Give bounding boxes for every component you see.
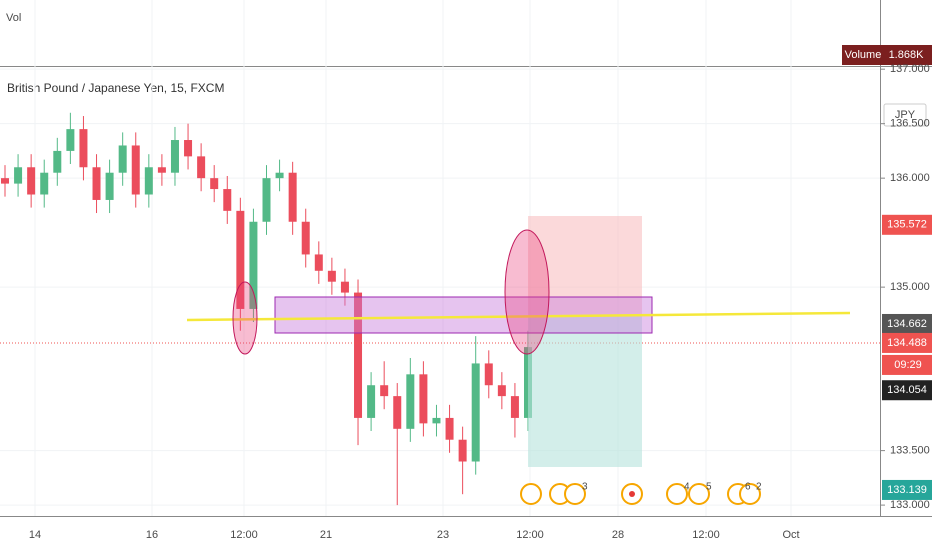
price-tick-label: 133.500 [890,445,930,457]
volume-tag-bg [884,45,932,65]
candle-body [471,363,480,462]
event-flag[interactable] [739,483,761,505]
time-tick-label: 14 [29,529,41,541]
symbol-title: British Pound / Japanese Yen, 15, FXCM [7,81,224,95]
countdown: 09:29 [894,359,922,371]
candle-body [223,189,232,211]
price-tag: 133.139 [887,484,927,496]
candle-body [393,396,402,429]
event-flag[interactable] [520,483,542,505]
price-tag-bg [882,332,932,353]
time-tick-label: 23 [437,529,449,541]
candle-body [458,439,467,462]
event-flag[interactable] [688,483,710,505]
candle-body [288,172,297,222]
volume-tag-name-bg [842,45,884,65]
volume-tag-name: Volume [845,49,882,61]
candle-body [406,374,415,429]
candle-body [197,156,206,179]
candle-body [340,281,349,293]
candle-body [14,167,23,184]
price-tag-bg [882,479,932,500]
time-tick-label: 12:00 [516,529,544,541]
trend-line [186,311,851,322]
candle-body [445,417,454,440]
candle-body [419,374,428,424]
candle-body [210,178,219,190]
volume-tag: 1.868K [889,49,925,61]
time-tick-label: 12:00 [230,529,258,541]
price-tick-label: 136.000 [890,172,930,184]
candle-body [497,385,506,397]
event-count: 4 [684,482,690,493]
candle-body [79,129,88,168]
event-dot [629,491,635,497]
event-flag[interactable] [666,483,688,505]
price-tick-label: 137.000 [890,63,930,75]
candle-body [275,172,284,179]
highlight-ellipse [504,229,550,355]
candle-body [249,221,258,309]
price-tick-label: 136.500 [890,118,930,130]
target-zone [528,316,642,467]
candle-body [184,140,193,157]
highlight-ellipse [232,281,258,355]
candle-body [144,167,153,195]
candle-body [27,167,36,195]
price-tag-bg [882,313,932,334]
event-count: 5 [706,482,712,493]
countdown-bg [882,354,932,375]
price-tag-bg [882,380,932,401]
currency-box [883,103,927,127]
candle-body [262,178,271,222]
candle-body [1,178,9,184]
candle-body [510,396,519,418]
candle-body [314,254,323,271]
candle-body [367,385,376,418]
event-count: 6 [745,482,751,493]
price-tag: 135.572 [887,219,927,231]
time-tick-label: 21 [320,529,332,541]
event-count: 3 [582,482,588,493]
candle-body [354,292,363,418]
candle-body [236,210,245,309]
time-tick-label: 16 [146,529,158,541]
candle-body [301,221,310,255]
candle-body [170,140,179,173]
candle-body [484,363,493,386]
event-flag[interactable] [564,483,586,505]
currency: JPY [895,109,916,121]
candle-body [40,172,49,195]
candle-body [432,417,441,424]
price-tag: 134.488 [887,337,927,349]
price-tag: 134.662 [887,318,927,330]
event-count: 2 [756,482,762,493]
candle-body [327,270,336,282]
price-tick-label: 133.000 [890,499,930,511]
price-tag: 134.054 [887,384,927,396]
candle-body [380,385,389,397]
candle-body [118,145,127,173]
candle-body [92,167,101,200]
time-tick-label: 28 [612,529,624,541]
candle-body [131,145,140,195]
price-tick-label: 135.000 [890,281,930,293]
price-tag-bg [882,214,932,235]
time-tick-label: 12:00 [692,529,720,541]
time-tick-label: Oct [782,529,799,541]
candle-body [66,129,75,151]
candle-body [157,167,166,173]
candle-body [105,172,114,200]
candle-body [53,150,62,173]
vol-label: Vol [6,12,21,24]
